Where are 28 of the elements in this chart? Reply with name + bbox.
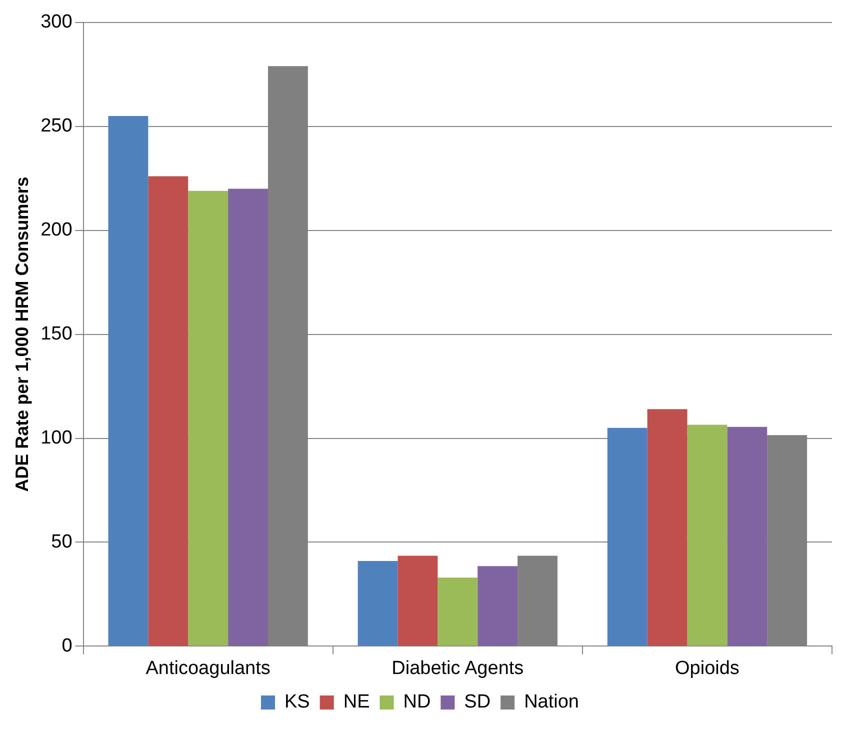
bar [438,578,478,646]
bar [607,428,648,646]
y-tick-label: 100 [40,428,72,448]
bar [687,424,728,646]
y-axis-title: ADE Rate per 1,000 HRM Consumers [12,176,32,492]
legend-label: KS [284,692,310,713]
x-tick-label: Diabetic Agents [392,658,524,679]
bar [358,560,398,646]
legend-label: ND [403,692,431,713]
y-tick-label: 250 [40,116,72,137]
legend-label: SD [464,692,491,713]
x-tick-label: Opioids [675,658,740,679]
legend-label: Nation [524,692,579,713]
bar [228,188,268,646]
y-tick-label: 150 [40,324,72,345]
bar [647,409,688,646]
bar [188,190,228,646]
x-tick-label: Anticoagulants [146,658,270,679]
y-tick-label: 0 [62,635,72,656]
y-tick-label: 300 [40,12,72,33]
legend-label: NE [343,692,370,713]
bar [478,566,518,646]
bar [727,426,768,646]
y-tick-label: 200 [40,220,72,241]
bar [398,556,438,646]
y-tick-label: 50 [51,531,72,552]
bar [148,176,188,646]
bar [108,116,148,646]
